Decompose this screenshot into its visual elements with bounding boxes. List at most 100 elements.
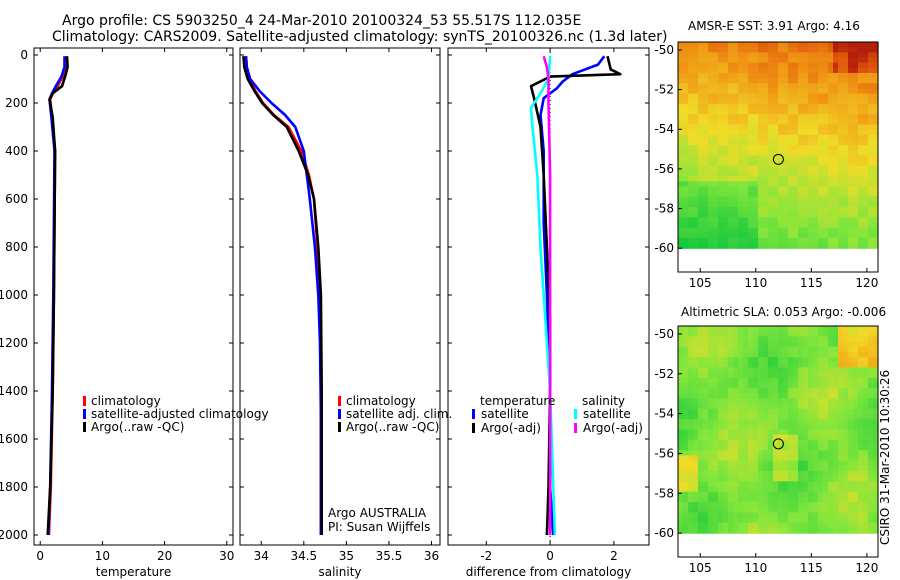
- sla-map-cell: [783, 424, 789, 431]
- sst-map-cell: [873, 170, 879, 177]
- sla-map-cell: [768, 388, 774, 394]
- sst-map-cell: [778, 186, 784, 193]
- sst-map-cell: [703, 83, 709, 89]
- sst-map-cell: [813, 217, 819, 224]
- sla-map-cell: [818, 382, 824, 389]
- sla-map-cell: [703, 502, 709, 508]
- sst-map-cell: [813, 145, 819, 151]
- sst-map-cell: [853, 78, 859, 84]
- sla-map-cell: [683, 362, 689, 369]
- sst-map-cell: [848, 145, 854, 151]
- sst-map-cell: [688, 72, 694, 79]
- sla-map-cell: [693, 351, 699, 358]
- sst-map-cell: [753, 212, 759, 218]
- sst-map-cell: [708, 88, 714, 95]
- sla-map-cell: [783, 362, 789, 369]
- sst-map-cell: [843, 160, 849, 167]
- sst-map-cell: [703, 150, 709, 157]
- sla-map-cell: [698, 429, 704, 436]
- sla-map-cell: [678, 445, 684, 451]
- sla-map-cell: [708, 429, 714, 436]
- sst-map-cell: [788, 232, 794, 239]
- sst-map-cell: [773, 134, 779, 141]
- sst-map-cell: [828, 109, 834, 115]
- sla-map-cell: [688, 465, 694, 472]
- sla-map-cell: [823, 408, 829, 415]
- sst-map-cell: [853, 62, 859, 69]
- sst-map-cell: [813, 103, 819, 110]
- sla-map-cell: [833, 476, 839, 482]
- sla-map-cell: [738, 455, 744, 462]
- sst-map-cell: [798, 150, 804, 157]
- sla-map-cell: [688, 460, 694, 467]
- sst-map-cell: [873, 150, 879, 157]
- sla-map-cell: [873, 455, 879, 462]
- sst-map-cell: [688, 165, 694, 172]
- sst-map-cell: [868, 186, 874, 193]
- sst-map-cell: [683, 217, 689, 224]
- sla-map-cell: [793, 367, 799, 374]
- sst-map-cell: [813, 196, 819, 203]
- temperature-panel-ytick-label: 600: [5, 192, 28, 206]
- sla-map-cell: [853, 424, 859, 431]
- sst-map-cell: [728, 78, 734, 84]
- sla-map-cell: [728, 450, 734, 457]
- sst-map-cell: [848, 129, 854, 136]
- sst-map-cell: [683, 232, 689, 239]
- sla-map-cell: [853, 429, 859, 436]
- sla-map-cell: [778, 357, 784, 363]
- sla-map-cell: [698, 434, 704, 441]
- sst-map-cell: [873, 160, 879, 167]
- sla-map-cell: [718, 331, 724, 337]
- sst-map-cell: [683, 57, 689, 64]
- sla-map-cell: [728, 481, 734, 488]
- sst-map-cell: [778, 170, 784, 177]
- sst-map-cell: [858, 217, 864, 224]
- sst-map-cell: [803, 155, 809, 162]
- sst-map-cell: [708, 109, 714, 115]
- sla-map-cell: [868, 398, 874, 405]
- sst-map-cell: [718, 62, 724, 69]
- sst-map-cell: [873, 103, 879, 110]
- sst-map-cell: [683, 67, 689, 74]
- sla-map-cell: [783, 351, 789, 358]
- sst-map-cell: [803, 232, 809, 239]
- sst-map-cell: [848, 212, 854, 218]
- sst-map-cell: [688, 62, 694, 69]
- sst-map-cell: [803, 119, 809, 126]
- sla-map-cell: [733, 465, 739, 472]
- sla-map-cell: [728, 486, 734, 493]
- sla-map-cell: [728, 460, 734, 467]
- sla-map-cell: [838, 481, 844, 488]
- sst-map-cell: [728, 93, 734, 100]
- sla-map-cell: [748, 351, 754, 358]
- sst-map-cell: [843, 42, 849, 48]
- sst-map-cell: [808, 196, 814, 203]
- sst-map-cell: [788, 134, 794, 141]
- sla-map-cell: [708, 450, 714, 457]
- sla-map-cell: [853, 346, 859, 353]
- sst-map-cell: [838, 243, 844, 249]
- sla-map-cell: [743, 486, 749, 493]
- sst-map-cell: [678, 78, 684, 84]
- sla-map-cell: [773, 522, 779, 529]
- sst-map-cell: [838, 212, 844, 218]
- sst-map-cell: [863, 150, 869, 157]
- sla-map-cell: [803, 481, 809, 488]
- sla-map-cell: [713, 522, 719, 529]
- sst-map-cell: [703, 155, 709, 162]
- sla-map-cell: [768, 470, 774, 477]
- sla-map-cell: [863, 429, 869, 436]
- sst-map-cell: [788, 222, 794, 229]
- sla-map-cell: [823, 398, 829, 405]
- sla-map-cell: [693, 460, 699, 467]
- sla-map-cell: [728, 527, 734, 534]
- sla-map-cell: [818, 326, 824, 332]
- sla-map-cell: [678, 517, 684, 524]
- sst-map-cell: [813, 114, 819, 120]
- sla-map-cell: [758, 372, 764, 379]
- sla-map-cell: [718, 502, 724, 508]
- sst-map-cell: [753, 62, 759, 69]
- sla-map-cell: [743, 372, 749, 379]
- sla-map-cell: [713, 512, 719, 519]
